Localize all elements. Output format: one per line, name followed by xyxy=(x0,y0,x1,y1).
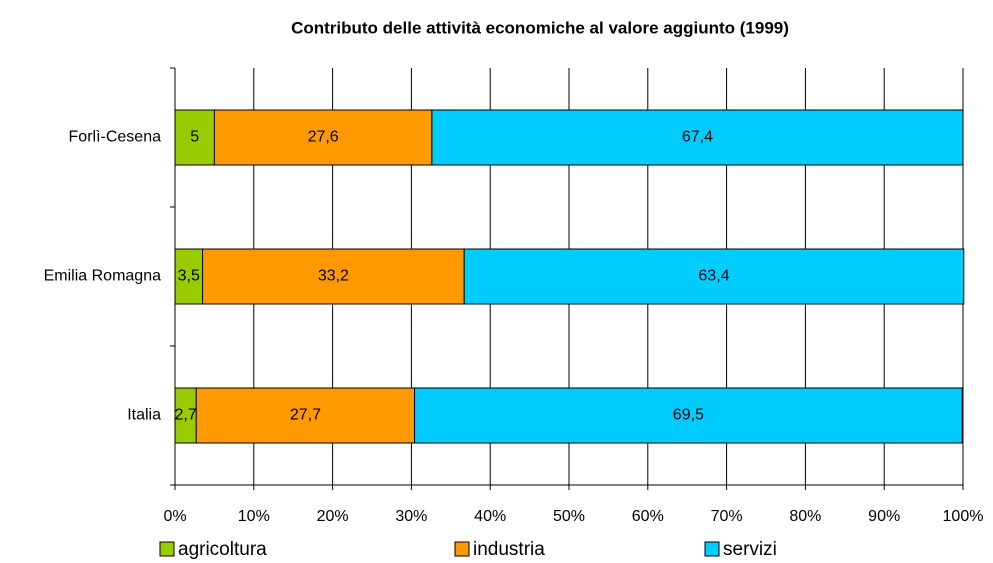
value-label: 69,5 xyxy=(673,407,704,424)
bar-segment xyxy=(414,387,963,444)
x-tick-label: 0% xyxy=(163,508,186,525)
bar-segment xyxy=(431,109,964,166)
legend-swatch xyxy=(454,541,470,557)
legend-swatch xyxy=(159,541,175,557)
bar-segment xyxy=(463,248,965,305)
value-label: 3,5 xyxy=(178,268,200,285)
x-tick-label: 60% xyxy=(632,508,664,525)
legend-label: servizi xyxy=(723,539,777,560)
value-label: 27,6 xyxy=(308,129,339,146)
x-tick-label: 100% xyxy=(943,508,984,525)
value-label: 5 xyxy=(190,129,199,146)
x-tick-label: 30% xyxy=(395,508,427,525)
bar-segment xyxy=(195,387,416,444)
x-tick-label: 70% xyxy=(711,508,743,525)
y-tick-label: Italia xyxy=(127,407,161,424)
x-tick-label: 40% xyxy=(474,508,506,525)
bar-segment xyxy=(174,248,204,305)
value-label: 33,2 xyxy=(318,268,349,285)
legend-swatch xyxy=(704,541,720,557)
y-tick-label: Forlì-Cesena xyxy=(69,129,162,146)
legend-label: agricoltura xyxy=(178,539,267,560)
y-tick-label: Emilia Romagna xyxy=(44,268,161,285)
x-tick-label: 20% xyxy=(317,508,349,525)
value-label: 2,7 xyxy=(175,407,197,424)
x-tick-label: 50% xyxy=(553,508,585,525)
bar-segment xyxy=(174,109,215,166)
value-label: 63,4 xyxy=(698,268,729,285)
bar-segment xyxy=(202,248,465,305)
value-label: 27,7 xyxy=(290,407,321,424)
x-tick-label: 90% xyxy=(868,508,900,525)
bar-segment xyxy=(213,109,433,166)
chart-title: Contributo delle attività economiche al … xyxy=(291,18,789,37)
x-tick-label: 10% xyxy=(238,508,270,525)
x-tick-label: 80% xyxy=(789,508,821,525)
legend-label: industria xyxy=(473,539,545,560)
value-label: 67,4 xyxy=(682,129,713,146)
